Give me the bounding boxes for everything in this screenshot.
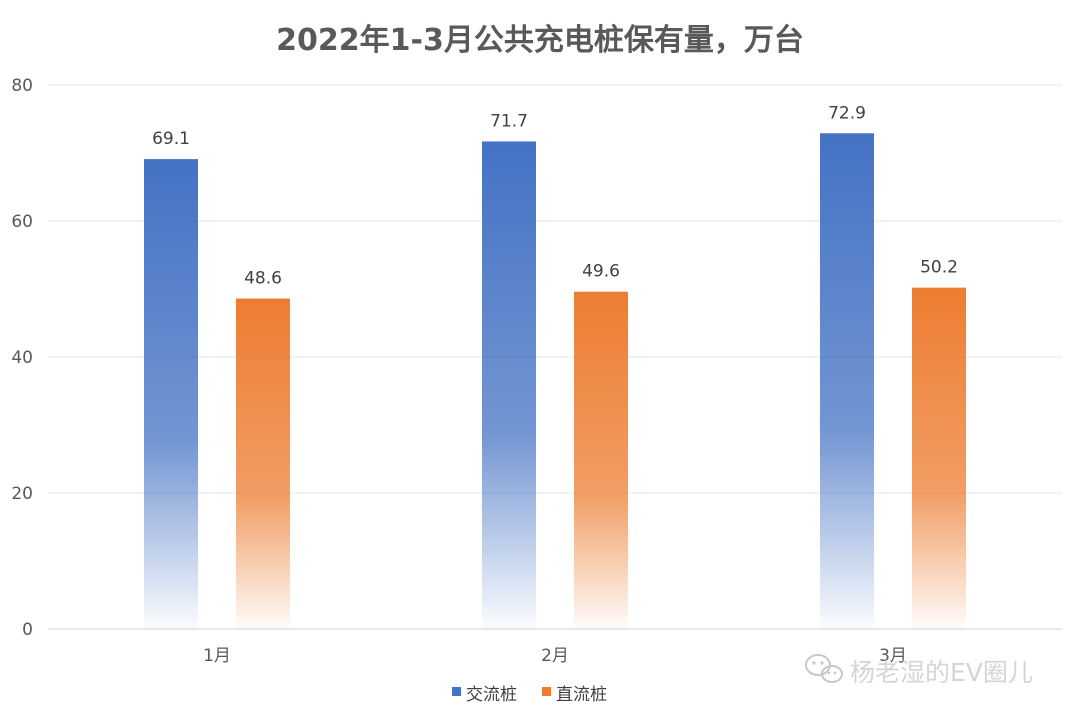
watermark-text: 杨老湿的EV圈儿 [850, 658, 1033, 687]
gridlines [48, 84, 1062, 630]
bar [144, 159, 198, 629]
data-label: 72.9 [828, 103, 866, 123]
y-tick-label: 40 [11, 348, 33, 368]
legend-label: 直流桩 [556, 685, 607, 705]
data-label: 49.6 [582, 262, 620, 282]
x-tick-label: 3月 [879, 646, 907, 666]
data-label: 71.7 [490, 111, 528, 131]
legend-swatch [542, 687, 551, 696]
bar [820, 133, 874, 629]
data-labels: 69.1 48.6 71.7 49.6 72.9 50.2 [152, 103, 958, 288]
legend-label: 交流桩 [466, 685, 517, 705]
y-axis-ticks: 0 20 40 60 80 [11, 76, 33, 640]
y-tick-label: 60 [11, 212, 33, 232]
x-axis-ticks: 1月 2月 3月 [203, 646, 907, 666]
x-tick-label: 2月 [541, 646, 569, 666]
data-label: 48.6 [244, 269, 282, 289]
y-tick-label: 20 [11, 484, 33, 504]
bar [236, 298, 290, 629]
chart-title: 2022年1-3月公共充电桩保有量，万台 [276, 23, 804, 58]
data-label: 50.2 [920, 258, 958, 278]
x-tick-label: 1月 [203, 646, 231, 666]
y-tick-label: 0 [22, 620, 33, 640]
bars [144, 133, 966, 629]
legend: 交流桩 直流桩 [452, 685, 607, 705]
wechat-icon [805, 654, 843, 683]
legend-swatch [452, 687, 461, 696]
y-tick-label: 80 [11, 76, 33, 96]
data-label: 69.1 [152, 129, 190, 149]
bar [574, 291, 628, 629]
bar [482, 141, 536, 629]
bar [912, 287, 966, 629]
watermark: 杨老湿的EV圈儿 [805, 654, 1033, 687]
